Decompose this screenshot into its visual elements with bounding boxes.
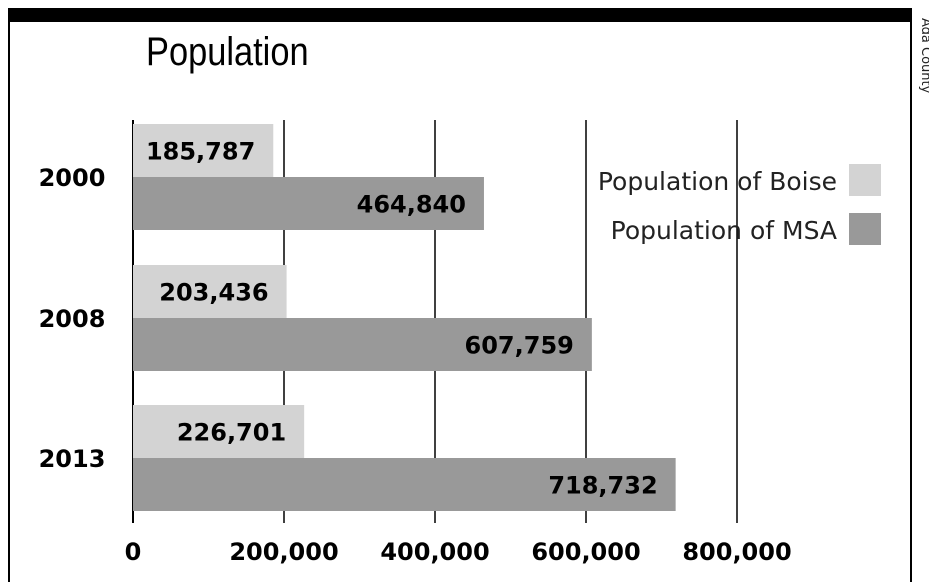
legend-label-boise: Population of Boise	[598, 167, 837, 196]
x-tick-label: 600,000	[531, 538, 640, 566]
category-label-2008: 2008	[39, 305, 106, 333]
x-tick-label: 0	[125, 538, 142, 566]
x-tick-label: 400,000	[380, 538, 489, 566]
bar-2013-boise	[133, 405, 305, 458]
category-label-2000: 2000	[39, 164, 106, 192]
x-tick-label: 800,000	[682, 538, 791, 566]
category-labels: 2000 2008 2013	[39, 164, 106, 473]
bar-2008-boise	[133, 265, 287, 318]
legend-label-msa: Population of MSA	[611, 216, 837, 245]
bar-value-label: 464,840	[357, 191, 466, 219]
bar-2000-msa	[133, 177, 484, 230]
bar-value-label: 226,701	[177, 419, 286, 447]
bar-2008-msa	[133, 318, 592, 371]
chart-frame	[8, 8, 912, 582]
bar-2000-boise	[133, 124, 274, 177]
bar-value-label: 185,787	[146, 138, 255, 166]
bar-value-label: 607,759	[465, 332, 574, 360]
category-label-2013: 2013	[39, 445, 106, 473]
x-tick-label: 200,000	[229, 538, 338, 566]
legend-swatch-msa	[849, 213, 881, 245]
chart-title: Population	[146, 30, 309, 74]
bar-value-label: 718,732	[548, 472, 657, 500]
bar-value-label: 203,436	[159, 279, 268, 307]
side-label: Ada County	[918, 18, 929, 94]
bars: 185,787 464,840 203,436 607,759 226,701 718,7…	[133, 124, 676, 511]
legend-swatch-boise	[849, 164, 881, 196]
legend: Population of Boise Population of MSA	[598, 164, 881, 245]
bar-2013-msa	[133, 458, 676, 511]
x-tick-labels: 0 200,000 400,000 600,000 800,000	[125, 538, 792, 566]
